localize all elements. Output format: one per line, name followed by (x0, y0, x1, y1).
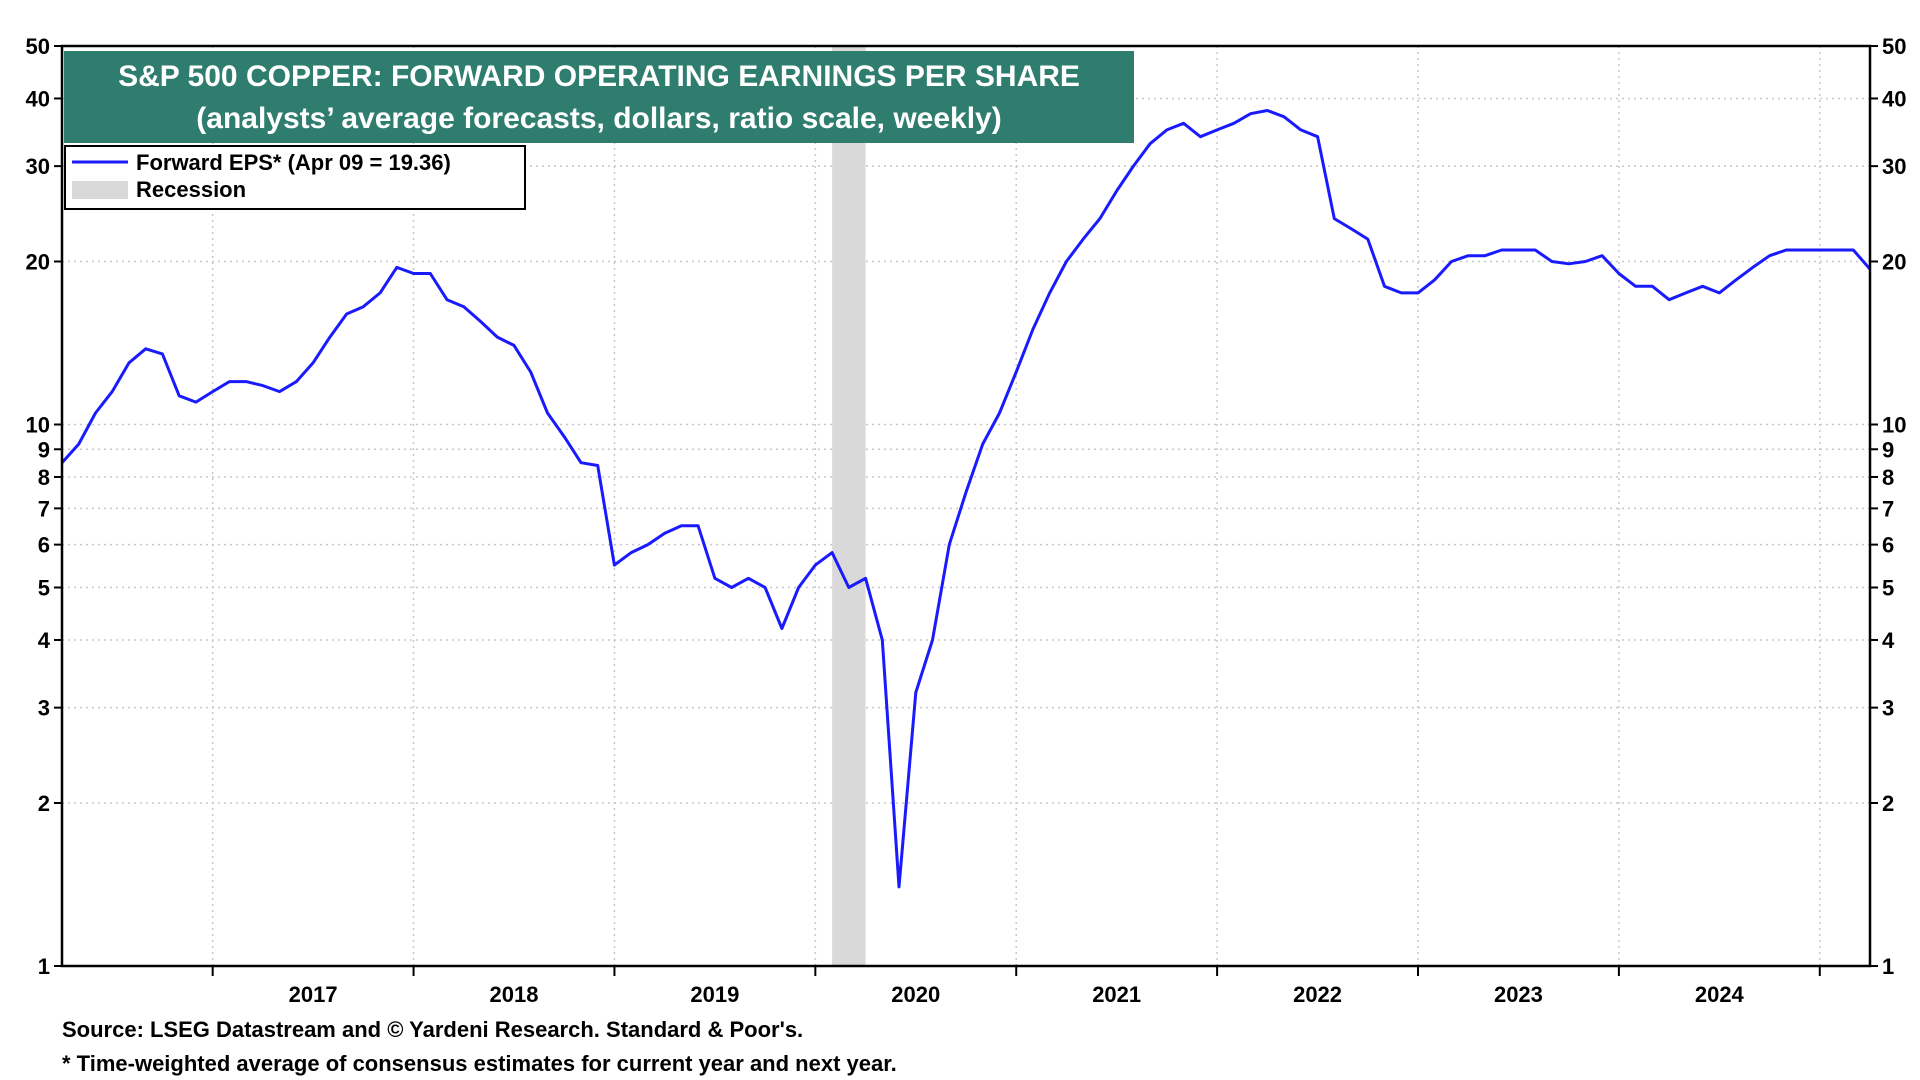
series-line-forward-eps (60, 109, 1872, 889)
x-axis: 2017 2018 2019 2020 2021 2022 2023 2024 (211, 966, 1821, 1007)
x-tick-label: 2018 (490, 982, 539, 1007)
y-tick-label-right: 3 (1882, 696, 1894, 721)
x-tick-label: 2024 (1695, 982, 1745, 1007)
y-tick-label-left: 5 (38, 576, 50, 601)
plot-frame (60, 44, 1872, 968)
y-tick-label-right: 8 (1882, 465, 1894, 490)
x-tick-label: 2020 (891, 982, 940, 1007)
y-tick-label-right: 50 (1882, 34, 1906, 59)
y-tick-label-right: 20 (1882, 249, 1906, 274)
y-tick-label-left: 8 (38, 465, 50, 490)
source-note: Source: LSEG Datastream and © Yardeni Re… (62, 1017, 804, 1042)
x-tick-label: 2022 (1293, 982, 1342, 1007)
y-tick-label-right: 2 (1882, 791, 1894, 816)
y-tick-label-left: 9 (38, 437, 50, 462)
series-layer (60, 109, 1872, 889)
y-tick-label-right: 7 (1882, 496, 1894, 521)
chart-subtitle: (analysts’ average forecasts, dollars, r… (196, 102, 1001, 135)
y-tick-label-left: 2 (38, 791, 50, 816)
footnote: * Time-weighted average of consensus est… (62, 1051, 897, 1076)
chart-title: S&P 500 COPPER: FORWARD OPERATING EARNIN… (118, 60, 1080, 93)
legend-item-forward-eps: Forward EPS* (Apr 09 = 19.36) (136, 150, 451, 175)
legend-item-recession: Recession (136, 177, 246, 202)
y-tick-label-left: 40 (26, 86, 50, 111)
recession-band (832, 46, 866, 966)
legend-recession-swatch (72, 181, 128, 199)
y-tick-label-left: 50 (26, 34, 50, 59)
y-tick-label-right: 40 (1882, 86, 1906, 111)
legend: Forward EPS* (Apr 09 = 19.36) Recession (64, 145, 526, 210)
y-tick-label-right: 10 (1882, 412, 1906, 437)
y-tick-label-left: 10 (26, 412, 50, 437)
y-tick-label-right: 9 (1882, 437, 1894, 462)
y-axis-left: 1 2 3 4 5 6 7 8 910 20 30 40 50 (26, 34, 62, 979)
y-tick-label-right: 6 (1882, 533, 1894, 558)
y-tick-label-right: 1 (1882, 954, 1894, 979)
x-tick-label: 2017 (289, 982, 338, 1007)
recession-layer (832, 46, 866, 966)
y-tick-label-left: 20 (26, 249, 50, 274)
y-tick-label-right: 30 (1882, 154, 1906, 179)
y-tick-label-left: 4 (38, 628, 51, 653)
y-tick-label-left: 7 (38, 496, 50, 521)
y-tick-label-right: 5 (1882, 576, 1894, 601)
y-tick-label-left: 6 (38, 533, 50, 558)
x-tick-label: 2019 (690, 982, 739, 1007)
title-banner: S&P 500 COPPER: FORWARD OPERATING EARNIN… (64, 51, 1134, 143)
gridlines (62, 46, 1870, 966)
y-tick-label-left: 1 (38, 954, 50, 979)
x-tick-label: 2023 (1494, 982, 1543, 1007)
x-tick-label: 2021 (1092, 982, 1141, 1007)
y-tick-label-left: 3 (38, 696, 50, 721)
y-axis-right: 1 2 3 4 5 6 7 8 910 20 30 40 50 (1870, 34, 1906, 979)
y-tick-label-right: 4 (1882, 628, 1895, 653)
y-tick-label-left: 30 (26, 154, 50, 179)
